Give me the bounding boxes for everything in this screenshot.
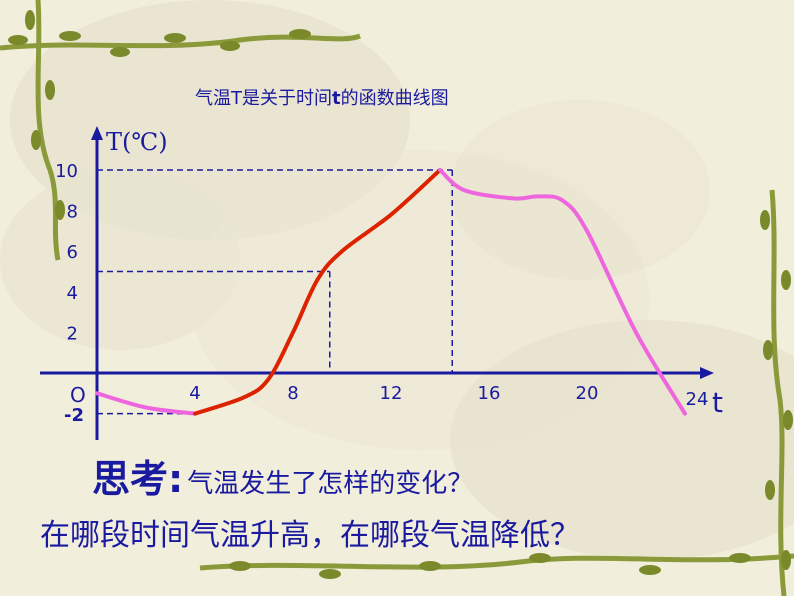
y-tick-label-6: 6: [67, 242, 78, 263]
y-axis-title: T(℃): [106, 128, 168, 156]
question-text-1: 气温发生了怎样的变化？: [187, 469, 474, 499]
y-tick-label-2: 2: [67, 323, 78, 344]
origin-label: O: [70, 383, 86, 407]
chart-title: 气温T是关于时间t的函数曲线图: [195, 84, 449, 110]
y-tick-label-10: 10: [55, 161, 78, 182]
x-tick-label-8: 8: [287, 383, 298, 404]
x-tick-label-4: 4: [189, 383, 200, 404]
chart-title-part2: 的函数曲线图: [340, 88, 449, 109]
chart-title-part1: 气温T是关于时间: [195, 88, 332, 109]
y-tick-label-8: 8: [67, 202, 78, 223]
x-axis-title: t: [712, 386, 723, 419]
x-tick-label-16: 16: [478, 383, 501, 404]
data-series: [95, 168, 687, 416]
chart-title-variable: t: [332, 88, 341, 109]
series-line-2-decreasing: [438, 168, 687, 416]
x-tick-label-12: 12: [380, 383, 403, 404]
y-tick-label--2: -2: [64, 405, 84, 426]
question-heading: 思考:: [92, 457, 184, 501]
axes: [40, 126, 714, 440]
series-line-0-decreasing: [95, 391, 197, 416]
x-axis-arrow: [700, 367, 714, 379]
question-line-1: 思考: 气温发生了怎样的变化？: [92, 448, 473, 503]
x-tick-label-20: 20: [576, 383, 599, 404]
y-tick-label-4: 4: [67, 283, 78, 304]
question-line-2: 在哪段时间气温升高，在哪段气温降低？: [40, 518, 580, 553]
series-line-1-increasing: [193, 168, 442, 416]
x-tick-label-24: 24: [686, 389, 709, 410]
y-axis-arrow: [91, 126, 103, 140]
